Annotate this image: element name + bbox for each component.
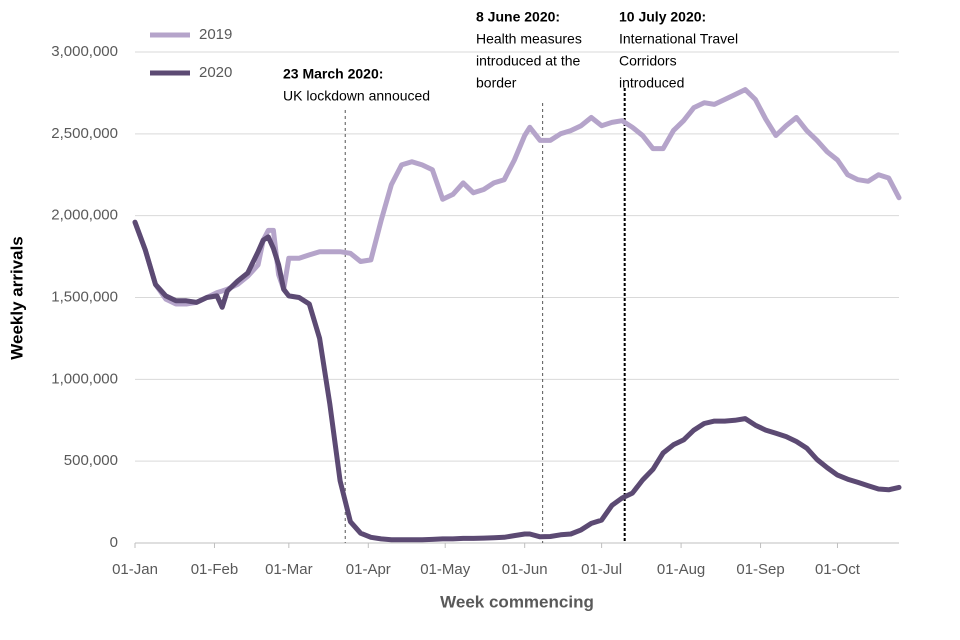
y-tick-label: 2,500,000 [51, 125, 118, 142]
x-axis-title: Week commencing [440, 592, 594, 611]
annotation-text: Corridors [619, 53, 677, 69]
annotation-title: 8 June 2020: [476, 9, 560, 25]
x-tick-label: 01-Feb [191, 561, 239, 578]
annotation-text: International Travel [619, 31, 738, 47]
y-tick-label: 2,000,000 [51, 207, 118, 224]
annotation-title: 10 July 2020: [619, 9, 706, 25]
annotation-title: 23 March 2020: [283, 66, 383, 82]
annotation-text: introduced [619, 75, 684, 91]
y-tick-label: 1,500,000 [51, 288, 118, 305]
y-tick-label: 0 [110, 534, 118, 551]
annotation-text: border [476, 75, 517, 91]
y-tick-label: 1,000,000 [51, 370, 118, 387]
x-tick-label: 01-Jan [112, 561, 158, 578]
y-tick-label: 500,000 [64, 452, 118, 469]
annotation-text: Health measures [476, 31, 582, 47]
series-line [132, 219, 902, 543]
y-axis-title: Weekly arrivals [7, 236, 26, 360]
annotation-text: UK lockdown annouced [283, 88, 430, 104]
x-tick-label: 01-Jul [581, 561, 622, 578]
x-tick-label: 01-Sep [736, 561, 784, 578]
legend-label: 2020 [199, 64, 232, 81]
legend-label: 2019 [199, 26, 232, 43]
x-tick-label: 01-Apr [346, 561, 391, 578]
x-tick-label: 01-Aug [657, 561, 705, 578]
x-tick-label: 01-May [420, 561, 471, 578]
series-line [132, 87, 902, 307]
y-tick-label: 3,000,000 [51, 43, 118, 60]
annotation-text: introduced at the [476, 53, 581, 69]
x-tick-label: 01-Mar [265, 561, 313, 578]
x-tick-label: 01-Jun [502, 561, 548, 578]
x-tick-label: 01-Oct [815, 561, 861, 578]
